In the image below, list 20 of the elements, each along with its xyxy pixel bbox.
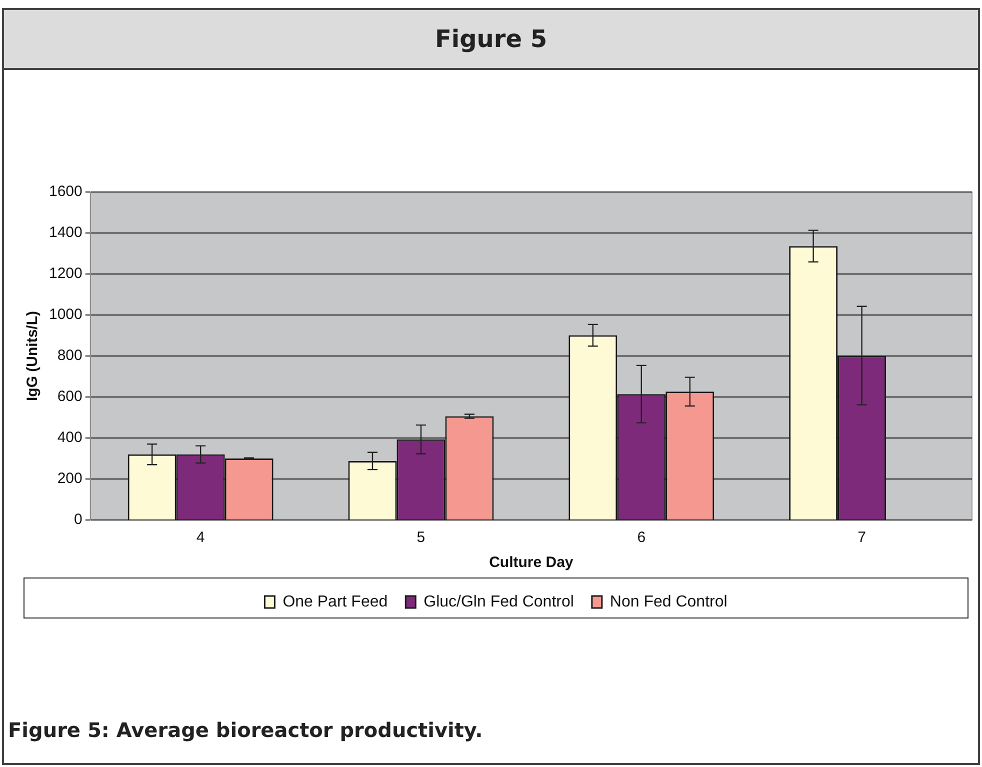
y-tick-label: 1400 <box>48 224 82 242</box>
y-tick-label: 800 <box>57 347 82 364</box>
x-tick-label: 4 <box>196 529 205 546</box>
legend-label: One Part Feed <box>282 593 388 610</box>
y-tick-label: 600 <box>57 388 82 406</box>
x-tick-label: 6 <box>637 529 646 546</box>
y-tick-label: 1600 <box>48 183 82 200</box>
x-tick-label: 5 <box>416 529 426 546</box>
x-axis-title: Culture Day <box>489 554 574 572</box>
chart-title: Figure 5 <box>4 10 978 70</box>
y-tick-label: 200 <box>57 470 82 488</box>
y-tick-label: 1000 <box>48 306 82 324</box>
x-tick-label: 7 <box>858 529 866 546</box>
legend-label: Non Fed Control <box>610 593 728 610</box>
legend-label: Gluc/Gln Fed Control <box>424 593 574 610</box>
caption: Figure 5: Average bioreactor productivity. <box>8 718 483 742</box>
y-tick-label: 1200 <box>48 265 82 282</box>
y-tick-label: 0 <box>74 511 82 528</box>
y-axis-title: IgG (Units/L) <box>24 311 42 401</box>
y-tick-label: 400 <box>57 429 82 446</box>
